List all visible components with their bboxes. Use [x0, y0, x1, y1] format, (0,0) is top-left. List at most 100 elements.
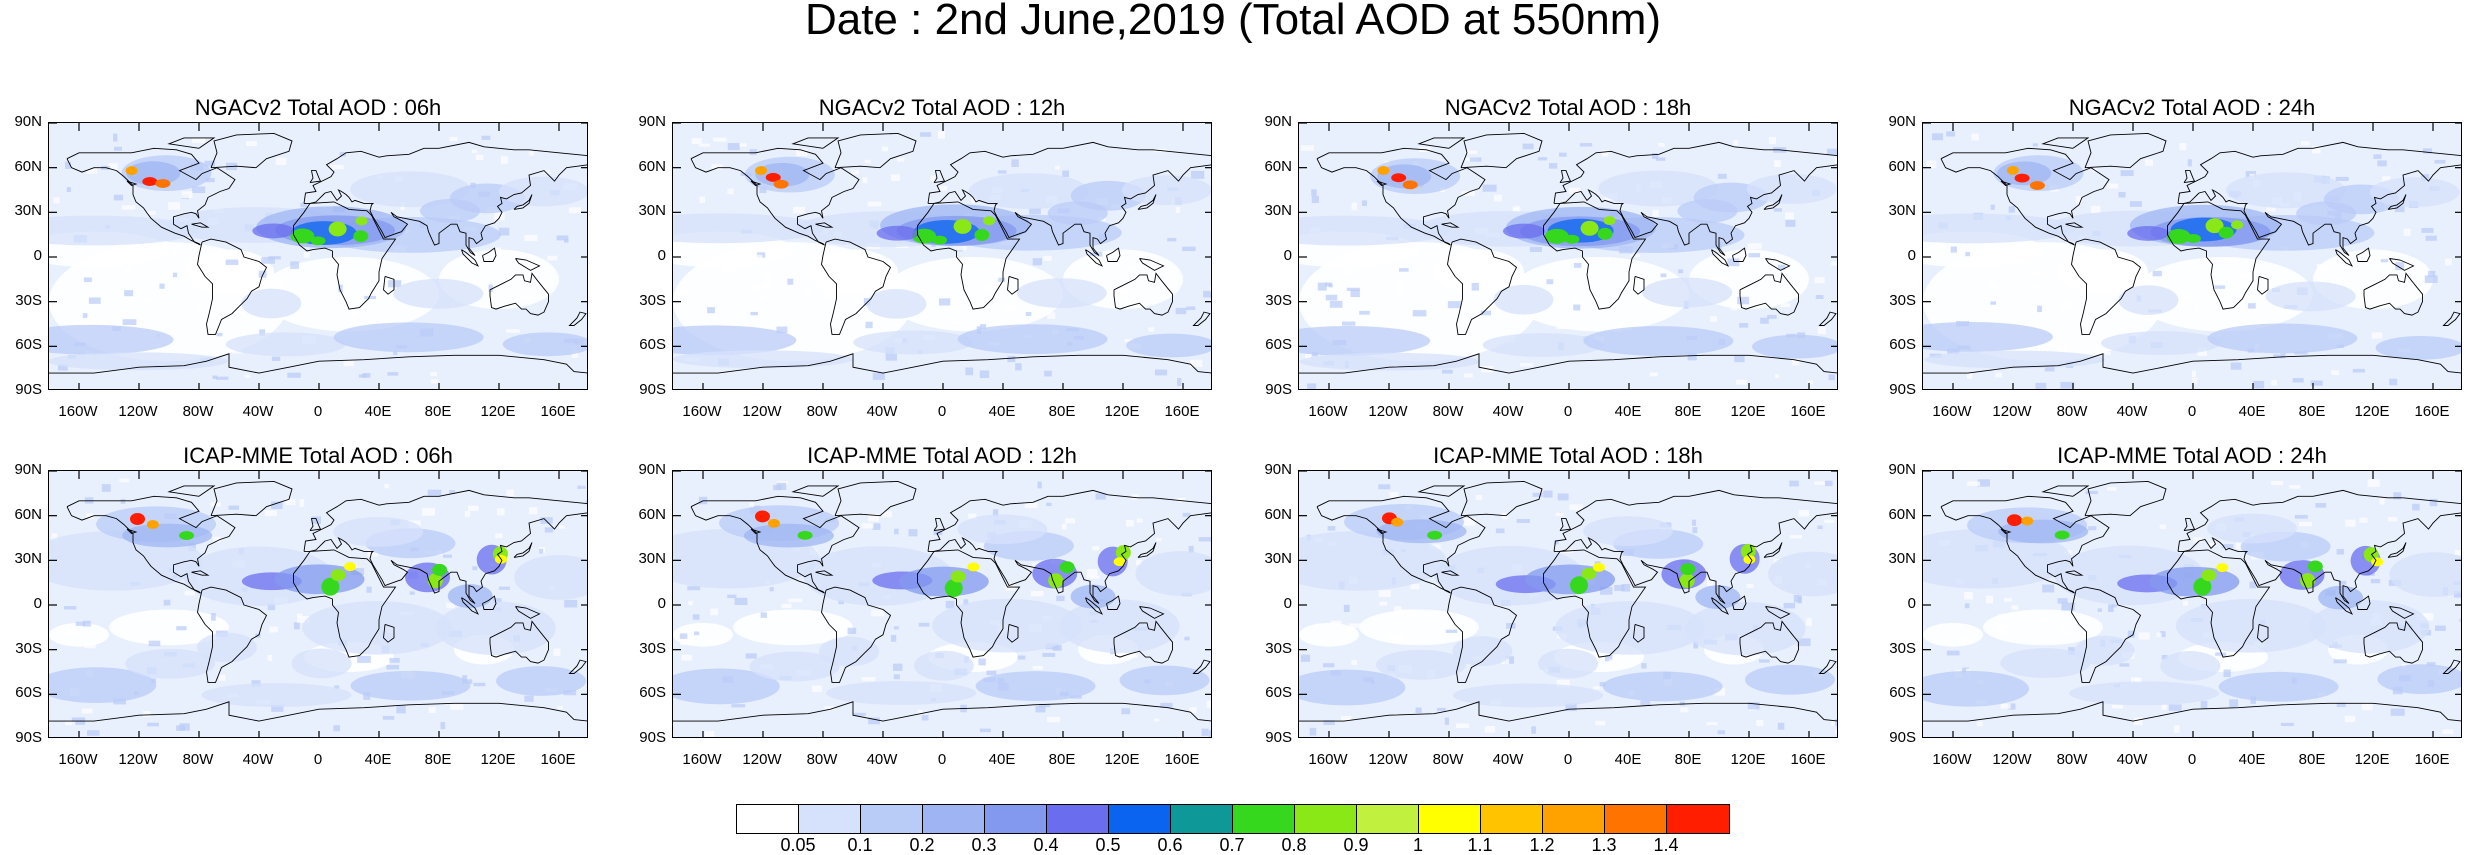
colorbar-tick-label: 0.7	[1219, 835, 1245, 855]
latitude-label: 30N	[638, 202, 666, 220]
longitude-label: 80W	[1432, 751, 1464, 768]
latitude-label: 30S	[639, 639, 666, 657]
colorbar-tick-label: 1.3	[1591, 835, 1617, 855]
longitude-label: 40W	[242, 751, 274, 768]
latitude-label: 60S	[1889, 684, 1916, 702]
colorbar	[736, 804, 1730, 834]
map-canvas	[1299, 123, 1837, 389]
colorbar-swatch	[1605, 805, 1667, 833]
longitude-label: 160E	[540, 751, 576, 768]
longitude-label: 40W	[1492, 403, 1524, 420]
latitude-label: 60N	[638, 505, 666, 523]
colorbar-swatch	[1295, 805, 1357, 833]
colorbar-tick-label: 0.1	[847, 835, 873, 855]
latitude-label: 90S	[639, 381, 666, 398]
longitude-label: 120W	[118, 403, 158, 420]
panel-title: ICAP-MME Total AOD : 18h	[1433, 443, 1703, 468]
colorbar-swatch	[1109, 805, 1171, 833]
latitude-label: 90N	[1264, 461, 1292, 478]
longitude-label: 80E	[424, 751, 452, 768]
latitude-label: 90S	[1889, 381, 1916, 398]
colorbar-swatch	[1047, 805, 1109, 833]
latitude-label: 30N	[638, 550, 666, 568]
panel-title: NGACv2 Total AOD : 06h	[194, 95, 442, 120]
longitude-label: 120W	[1992, 751, 2032, 768]
longitude-label: 80W	[806, 403, 838, 420]
latitude-label: 90S	[639, 729, 666, 746]
aod-map	[1298, 470, 1838, 738]
longitude-label: 80E	[424, 403, 452, 420]
latitude-label: 30S	[639, 291, 666, 309]
longitude-label: 40W	[242, 403, 274, 420]
longitude-label: 120E	[2354, 751, 2390, 768]
longitude-label: 40W	[2116, 751, 2148, 768]
latitude-label: 30S	[1889, 639, 1916, 657]
latitude-label: 30N	[1888, 202, 1916, 220]
longitude-label: 40W	[866, 403, 898, 420]
latitude-label: 30N	[14, 550, 42, 568]
longitude-label: 40E	[1614, 751, 1642, 768]
aod-map	[672, 470, 1212, 738]
longitude-label: 80W	[2056, 403, 2088, 420]
colorbar-swatch	[1233, 805, 1295, 833]
colorbar-swatch	[1543, 805, 1605, 833]
longitude-label: 40E	[1614, 403, 1642, 420]
map-canvas	[673, 471, 1211, 737]
longitude-label: 120W	[742, 403, 782, 420]
colorbar-tick-label: 1.1	[1467, 835, 1493, 855]
latitude-label: 0	[33, 595, 42, 612]
longitude-label: 160E	[1790, 403, 1826, 420]
colorbar-tick-label: 0.3	[971, 835, 997, 855]
colorbar-swatch	[1481, 805, 1543, 833]
latitude-label: 90S	[1265, 381, 1292, 398]
map-canvas	[1923, 123, 2461, 389]
latitude-label: 90S	[1889, 729, 1916, 746]
longitude-label: 40E	[2238, 403, 2266, 420]
colorbar-tick-label: 1	[1412, 835, 1423, 855]
longitude-label: 80E	[1674, 751, 1702, 768]
latitude-label: 30S	[1265, 639, 1292, 657]
latitude-label: 30N	[1264, 550, 1292, 568]
longitude-label: 160E	[2414, 403, 2450, 420]
colorbar-swatch	[861, 805, 923, 833]
latitude-label: 90N	[1888, 461, 1916, 478]
longitude-label: 80W	[2056, 751, 2088, 768]
colorbar-tick-label: 1.4	[1653, 835, 1679, 855]
longitude-label: 160E	[540, 403, 576, 420]
latitude-label: 30N	[1888, 550, 1916, 568]
longitude-label: 160W	[682, 751, 722, 768]
longitude-label: 160W	[58, 403, 98, 420]
latitude-label: 90S	[1265, 729, 1292, 746]
longitude-label: 160W	[1932, 403, 1972, 420]
longitude-label: 40W	[2116, 403, 2148, 420]
latitude-label: 60S	[1265, 684, 1292, 702]
longitude-label: 160W	[1932, 751, 1972, 768]
aod-map	[48, 470, 588, 738]
map-canvas	[49, 471, 587, 737]
colorbar-tick-label: 0.05	[780, 835, 816, 855]
map-canvas	[1923, 471, 2461, 737]
longitude-label: 120E	[480, 403, 516, 420]
latitude-label: 90N	[638, 113, 666, 130]
longitude-label: 80E	[1674, 403, 1702, 420]
longitude-label: 0	[313, 403, 323, 420]
colorbar-tick-label: 0.5	[1095, 835, 1121, 855]
panel-title: NGACv2 Total AOD : 24h	[2068, 95, 2316, 120]
aod-map	[672, 122, 1212, 390]
colorbar-tick-label: 0.6	[1157, 835, 1183, 855]
longitude-label: 120W	[118, 751, 158, 768]
longitude-label: 160E	[1164, 403, 1200, 420]
latitude-label: 60N	[1888, 157, 1916, 175]
longitude-label: 120E	[1730, 403, 1766, 420]
longitude-label: 80W	[182, 751, 214, 768]
colorbar-tick-label: 0.4	[1033, 835, 1059, 855]
longitude-label: 160W	[58, 751, 98, 768]
latitude-label: 0	[1283, 595, 1292, 612]
latitude-label: 30N	[1264, 202, 1292, 220]
panel-title: ICAP-MME Total AOD : 12h	[807, 443, 1077, 468]
latitude-label: 30S	[1265, 291, 1292, 309]
latitude-label: 60S	[639, 684, 666, 702]
latitude-label: 90N	[638, 461, 666, 478]
longitude-label: 160W	[1308, 751, 1348, 768]
longitude-label: 0	[937, 751, 947, 768]
